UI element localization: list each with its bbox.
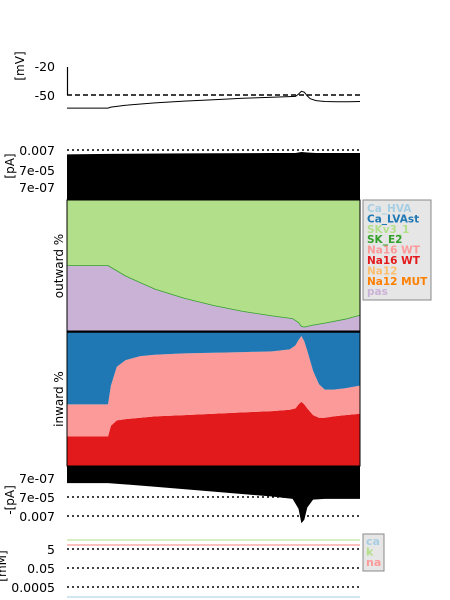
conc-ytick-label: 0.0005 [11,580,55,595]
inward-mag-ytick-label: 7e-07 [19,471,55,486]
outward-magnitude-area [67,152,360,200]
inward-share-area-na16-wt [67,401,360,466]
main-legend-box [362,199,432,301]
legend-entry: Na12 MUT [367,276,428,288]
legend-entry: pas [367,286,388,298]
legend-entry: SK_E2 [367,234,402,246]
inward-mag-ytick-label: 0.007 [19,509,55,524]
inward-magnitude-panel: 7e-07 7e-05 0.007 -[pA] [3,466,360,524]
voltage-panel: -20 -50 [mV] [13,51,361,109]
inward-share-ylabel: inward % [52,371,66,427]
conc-legend-box [362,533,385,572]
inward-magnitude-area [67,466,360,524]
legend-entry: Na16 WT [367,255,421,267]
inward-share-panel: inward % [52,331,361,467]
outward-mag-ytick-label: 7e-05 [19,163,55,178]
voltage-ytick-label: -20 [35,59,55,74]
legend-entry: Na12 [367,265,398,277]
conc-legend-entry: k [366,546,374,559]
concentration-panel: 5 0.05 0.0005 [mM] [0,539,360,598]
conc-legend-entry: na [366,556,381,569]
outward-share-area-pas [67,265,360,331]
inward-share-area-ca-lvast [67,332,360,405]
conc-ytick-label: 5 [47,542,55,557]
outward-share-frame [66,199,361,332]
outward-magnitude-panel: 0.007 7e-05 7e-07 [pA] [3,143,360,200]
legend-entry: Ca_LVAst [367,213,419,225]
voltage-trace [67,90,361,109]
outward-share-panel: outward % [52,199,361,332]
outward-share-ylabel: outward % [52,234,66,298]
outward-share-boundary-line [67,265,361,328]
outward-share-area-skv3-1 [67,200,360,328]
voltage-ytick-label: -50 [35,88,55,103]
legend-entry: Na16 WT [367,245,421,257]
outward-mag-ytick-label: 0.007 [19,143,55,158]
outward-mag-ytick-label: 7e-07 [19,180,55,195]
inward-mag-ytick-label: 7e-05 [19,490,55,505]
conc-legend-entry: ca [366,535,380,548]
legend-entry: SKv3_1 [367,224,409,236]
legend-entry: Ca_HVA [367,203,412,215]
conc-ytick-label: 0.05 [27,561,55,576]
conc-ylabel: [mM] [0,550,9,581]
inward-share-area-na16-wt [67,336,360,437]
inward-mag-ylabel: -[pA] [3,485,17,515]
voltage-ylabel: [mV] [13,51,27,80]
outward-mag-ylabel: [pA] [3,153,17,178]
